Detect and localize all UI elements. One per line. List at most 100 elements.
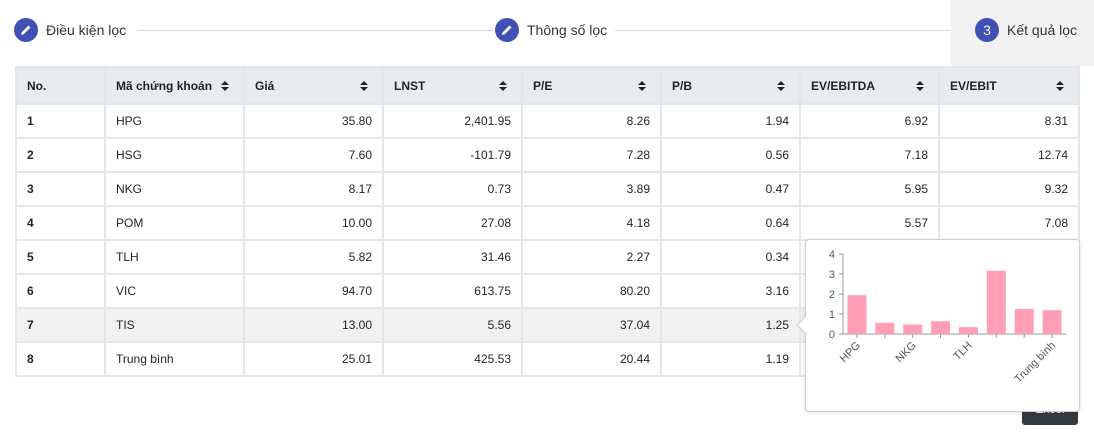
value-cell: 7.60 — [243, 137, 384, 173]
ticker-cell: TIS — [104, 307, 245, 343]
chart-bar — [931, 321, 951, 334]
chart-bar — [986, 270, 1006, 334]
row-index-cell: 2 — [15, 137, 106, 173]
step-number-badge: 3 — [975, 18, 999, 42]
sort-icon[interactable] — [221, 81, 229, 93]
column-header-pe[interactable]: P/E — [521, 66, 662, 105]
step-filter-parameters[interactable]: Thông số lọc — [495, 17, 616, 43]
value-cell: 0.34 — [660, 239, 801, 275]
step-connector — [614, 30, 951, 31]
row-index-cell: 1 — [15, 103, 106, 139]
value-cell: 5.57 — [799, 205, 940, 241]
ticker-cell: Trung bình — [104, 341, 245, 377]
ticker-cell: HPG — [104, 103, 245, 139]
y-tick-label: 0 — [829, 329, 835, 341]
value-cell: 10.00 — [243, 205, 384, 241]
table-row[interactable]: 1 HPG 35.80 2,401.95 8.26 1.94 6.92 8.31 — [15, 103, 1080, 139]
row-index-cell: 8 — [15, 341, 106, 377]
sort-icon[interactable] — [360, 81, 368, 93]
value-cell: 5.56 — [382, 307, 523, 343]
sort-icon[interactable] — [1056, 81, 1064, 93]
table-row[interactable]: 3 NKG 8.17 0.73 3.89 0.47 5.95 9.32 — [15, 171, 1080, 207]
pb-bar-chart: 0 1 2 3 4 HPG NKG TLH Trung bình — [829, 249, 1066, 385]
y-tick-label: 1 — [829, 309, 835, 321]
step-label: Thông số lọc — [527, 22, 608, 38]
value-cell: 94.70 — [243, 273, 384, 309]
column-header-ev-ebitda[interactable]: EV/EBITDA — [799, 66, 940, 105]
chart-bar — [903, 324, 923, 334]
value-cell: 5.82 — [243, 239, 384, 275]
value-cell: 6.92 — [799, 103, 940, 139]
step-label: Kết quả lọc — [1007, 22, 1078, 38]
chart-bar — [1014, 309, 1034, 334]
value-cell: 20.44 — [521, 341, 662, 377]
value-cell: 2.27 — [521, 239, 662, 275]
column-header-pb[interactable]: P/B — [660, 66, 801, 105]
sort-icon[interactable] — [638, 81, 646, 93]
value-cell: 0.47 — [660, 171, 801, 207]
value-cell: 4.18 — [521, 205, 662, 241]
value-cell: 31.46 — [382, 239, 523, 275]
value-cell: 12.74 — [938, 137, 1080, 173]
chart-popover: 0 1 2 3 4 HPG NKG TLH Trung bình — [796, 239, 1080, 412]
value-cell: 9.32 — [938, 171, 1080, 207]
ticker-cell: VIC — [104, 273, 245, 309]
sort-icon[interactable] — [499, 81, 507, 93]
row-index-cell: 4 — [15, 205, 106, 241]
table-row[interactable]: 4 POM 10.00 27.08 4.18 0.64 5.57 7.08 — [15, 205, 1080, 241]
table-header-row: No. Mã chứng khoán Giá LNST P/E P/B EV/E… — [15, 66, 1080, 105]
sort-icon[interactable] — [777, 81, 785, 93]
column-header-price[interactable]: Giá — [243, 66, 384, 105]
step-label: Điều kiện lọc — [46, 22, 127, 38]
ticker-cell: HSG — [104, 137, 245, 173]
column-header-ev-ebit[interactable]: EV/EBIT — [938, 66, 1080, 105]
ticker-cell: NKG — [104, 171, 245, 207]
row-index-cell: 5 — [15, 239, 106, 275]
ticker-cell: POM — [104, 205, 245, 241]
column-header-ticker[interactable]: Mã chứng khoán — [104, 66, 245, 105]
value-cell: 7.08 — [938, 205, 1080, 241]
value-cell: 37.04 — [521, 307, 662, 343]
value-cell: 8.17 — [243, 171, 384, 207]
chart-bar — [847, 295, 867, 334]
value-cell: 7.18 — [799, 137, 940, 173]
value-cell: 613.75 — [382, 273, 523, 309]
ticker-cell: TLH — [104, 239, 245, 275]
value-cell: 27.08 — [382, 205, 523, 241]
pencil-icon — [14, 18, 38, 42]
step-filter-results[interactable]: 3 Kết quả lọc — [975, 17, 1085, 43]
value-cell: 3.89 — [521, 171, 662, 207]
value-cell: 2,401.95 — [382, 103, 523, 139]
x-tick-label: HPG — [838, 340, 863, 365]
value-cell: 3.16 — [660, 273, 801, 309]
y-tick-label: 3 — [829, 269, 835, 281]
value-cell: 35.80 — [243, 103, 384, 139]
column-header-no: No. — [15, 66, 106, 105]
value-cell: 5.95 — [799, 171, 940, 207]
value-cell: 13.00 — [243, 307, 384, 343]
value-cell: 0.64 — [660, 205, 801, 241]
table-row[interactable]: 2 HSG 7.60 -101.79 7.28 0.56 7.18 12.74 — [15, 137, 1080, 173]
value-cell: 1.19 — [660, 341, 801, 377]
value-cell: 1.25 — [660, 307, 801, 343]
sort-icon[interactable] — [916, 81, 924, 93]
value-cell: 425.53 — [382, 341, 523, 377]
active-step-background — [951, 0, 1094, 66]
row-index-cell: 6 — [15, 273, 106, 309]
pencil-icon — [495, 18, 519, 42]
value-cell: 8.26 — [521, 103, 662, 139]
value-cell: 0.56 — [660, 137, 801, 173]
value-cell: 7.28 — [521, 137, 662, 173]
value-cell: 0.73 — [382, 171, 523, 207]
x-tick-label: NKG — [893, 340, 918, 365]
step-filter-conditions[interactable]: Điều kiện lọc — [14, 17, 135, 43]
value-cell: 1.94 — [660, 103, 801, 139]
value-cell: 8.31 — [938, 103, 1080, 139]
y-tick-label: 2 — [829, 289, 835, 301]
x-tick-label: TLH — [951, 340, 974, 363]
column-header-lnst[interactable]: LNST — [382, 66, 523, 105]
chart-bar — [875, 322, 895, 334]
value-cell: -101.79 — [382, 137, 523, 173]
value-cell: 25.01 — [243, 341, 384, 377]
chart-bar — [1042, 310, 1062, 334]
